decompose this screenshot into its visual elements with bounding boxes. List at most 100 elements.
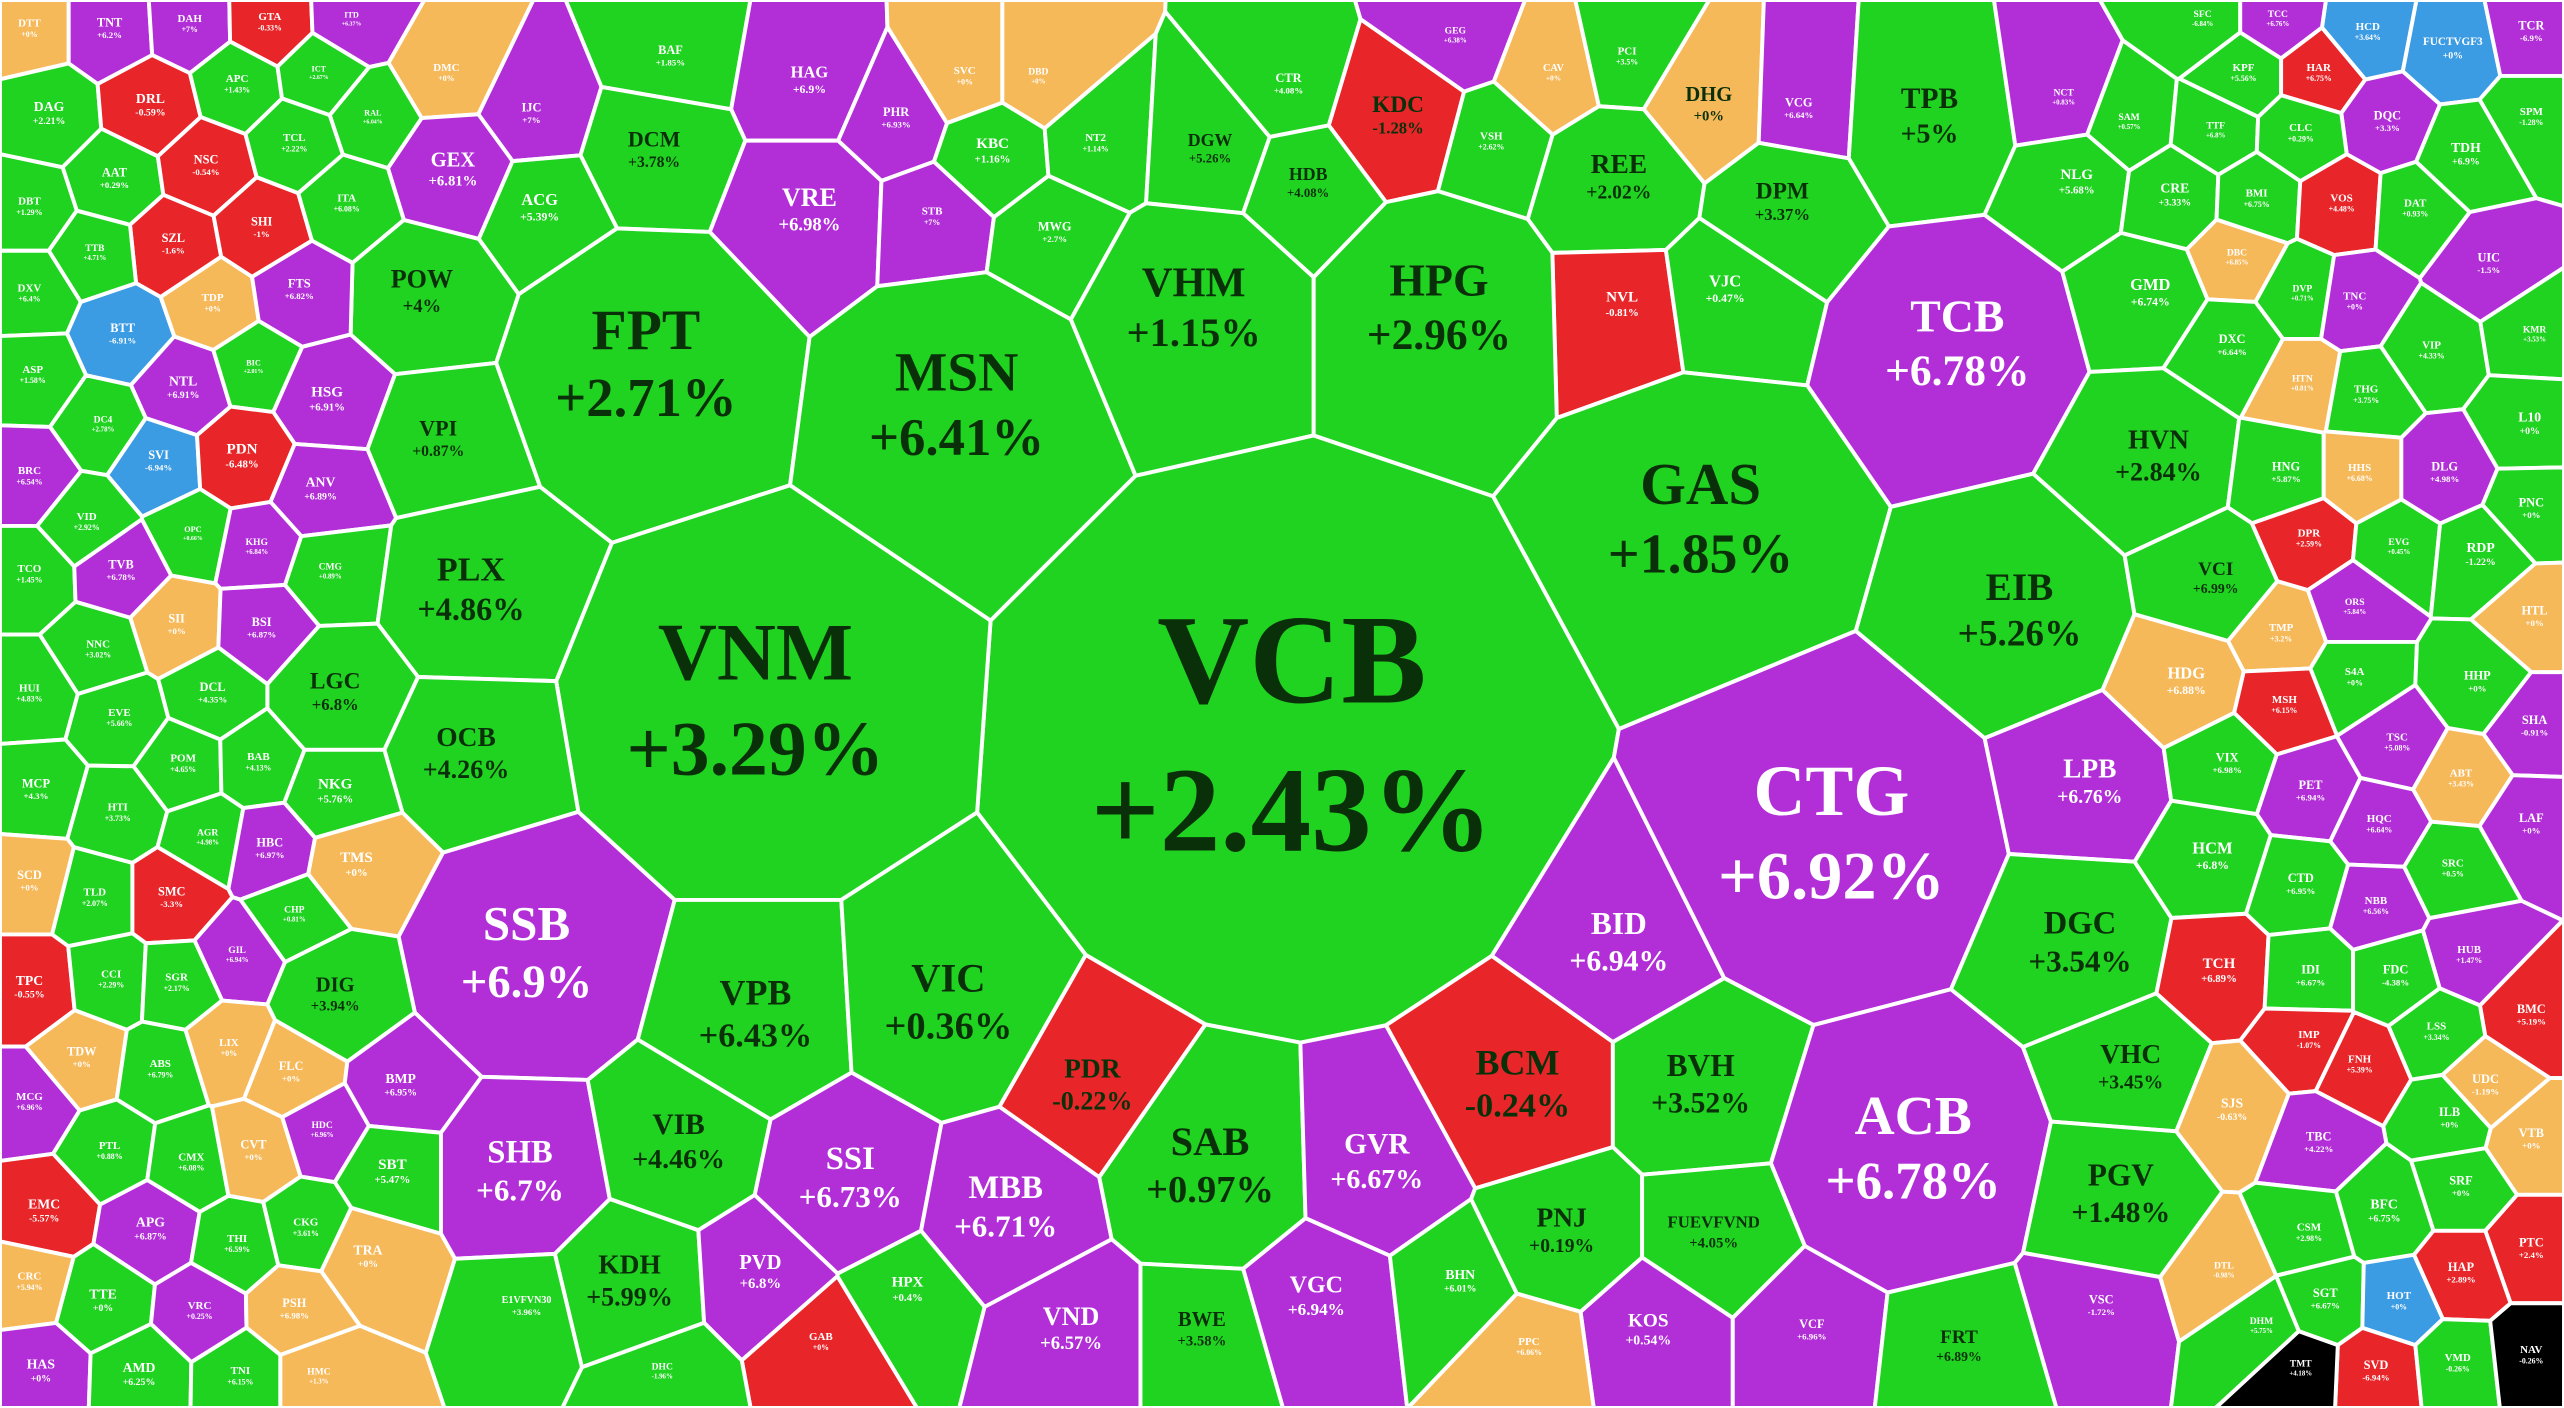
ticker: DHC: [652, 1362, 673, 1373]
change-label: +4.98%: [2430, 474, 2459, 484]
change-label: +7%: [924, 218, 940, 227]
cell: [2482, 0, 2564, 78]
change-label: -1%: [254, 229, 270, 239]
ticker: DGC: [2044, 906, 2117, 942]
ticker: SVI: [148, 448, 169, 462]
ticker: PVD: [739, 1252, 781, 1274]
change-label: +2.96%: [1367, 311, 1511, 359]
ticker: EIB: [1986, 566, 2054, 609]
change-label: +0%: [2522, 1141, 2540, 1151]
ticker: TVB: [108, 558, 133, 572]
ticker: CKG: [293, 1217, 318, 1229]
change-label: +0.25%: [186, 1312, 212, 1321]
ticker: HDG: [2167, 664, 2205, 683]
ticker: LAF: [2519, 811, 2544, 825]
ticker: VIB: [652, 1109, 704, 1141]
ticker: NT2: [1085, 132, 1106, 144]
ticker: FRT: [1940, 1327, 1978, 1348]
ticker: BID: [1591, 906, 1647, 941]
change-label: +1.16%: [975, 153, 1011, 165]
cell: [560, 1320, 753, 1408]
cell: [423, 1251, 584, 1408]
change-label: +3.73%: [105, 814, 131, 823]
ticker: PHR: [883, 105, 910, 119]
ticker: BFC: [2370, 1197, 2397, 1212]
change-label: +3.33%: [2159, 197, 2192, 208]
ticker: TCO: [18, 563, 42, 575]
change-label: -6.94%: [2362, 1373, 2389, 1383]
ticker: VID: [77, 511, 97, 523]
change-label: +2.7%: [1042, 234, 1067, 244]
change-label: +6.56%: [2363, 907, 2389, 916]
change-label: -6.9%: [2520, 33, 2543, 43]
ticker: TCC: [2268, 9, 2288, 20]
ticker: GEG: [1445, 26, 1467, 37]
ticker: SCD: [17, 868, 42, 882]
ticker: SHB: [487, 1134, 552, 1170]
change-label: +0.81%: [283, 916, 306, 923]
ticker: PGV: [2088, 1158, 2155, 1193]
change-label: +0%: [20, 883, 38, 893]
ticker: BVH: [1667, 1048, 1735, 1083]
change-label: +0%: [93, 1303, 113, 1314]
change-label: +6.98%: [280, 1310, 309, 1320]
change-label: +5.39%: [2347, 1066, 2373, 1075]
ticker: FUCTVGF3: [2423, 36, 2483, 48]
ticker: MCG: [16, 1091, 43, 1103]
change-label: +0%: [1694, 108, 1724, 124]
ticker: DRL: [136, 91, 165, 106]
ticker: CTD: [2288, 871, 2314, 885]
change-label: +2.92%: [74, 523, 100, 532]
change-label: +5.94%: [16, 1283, 42, 1292]
change-label: +0.47%: [1706, 292, 1745, 305]
ticker: SMC: [158, 884, 185, 898]
ticker: APC: [226, 73, 249, 85]
change-label: +0.54%: [1625, 1332, 1671, 1347]
change-label: +0.4%: [892, 1292, 922, 1304]
change-label: +0%: [1031, 78, 1045, 85]
ticker: RAL: [364, 109, 382, 118]
ticker: HDC: [311, 1120, 332, 1131]
change-label: +6.7%: [476, 1172, 564, 1207]
change-label: +6.87%: [247, 629, 276, 639]
change-label: +2.22%: [281, 144, 307, 153]
ticker: DCL: [200, 680, 226, 694]
change-label: +3.78%: [628, 154, 680, 171]
ticker: ICT: [312, 64, 327, 73]
change-label: +6.94%: [226, 957, 249, 964]
ticker: SRF: [2449, 1173, 2472, 1187]
ticker: TLD: [84, 887, 107, 899]
ticker: BAB: [247, 751, 270, 763]
change-label: +5.66%: [106, 719, 132, 728]
change-label: +6.93%: [881, 120, 910, 130]
ticker: VRE: [782, 183, 837, 212]
change-label: -5.57%: [29, 1213, 59, 1224]
ticker: SPM: [2520, 106, 2544, 118]
ticker: PET: [2299, 778, 2324, 792]
change-label: +3.53%: [2523, 336, 2546, 343]
ticker: HHS: [2348, 462, 2371, 474]
change-label: +6.94%: [1288, 1300, 1345, 1319]
change-label: +6.98%: [778, 214, 840, 235]
change-label: +0%: [358, 1259, 378, 1270]
change-label: +6.8%: [740, 1276, 781, 1292]
change-label: -1.72%: [2088, 1307, 2115, 1317]
ticker: SJS: [2221, 1095, 2244, 1110]
change-label: +6.96%: [1797, 1332, 1826, 1342]
change-label: +6.64%: [2366, 825, 2392, 834]
change-label: +2.62%: [1478, 143, 1504, 152]
ticker: CTG: [1753, 751, 1909, 831]
change-label: +0%: [2522, 825, 2540, 835]
ticker: FDC: [2383, 963, 2408, 977]
change-label: +6.06%: [1516, 1348, 1542, 1357]
ticker: NNC: [86, 638, 110, 650]
change-label: +5%: [1901, 118, 1959, 149]
ticker: GAS: [1640, 452, 1761, 517]
change-label: +2.17%: [164, 984, 190, 993]
ticker: MBB: [968, 1170, 1042, 1206]
change-label: +6.54%: [16, 478, 42, 487]
change-label: +3.96%: [512, 1307, 541, 1317]
change-label: +0%: [2520, 426, 2540, 437]
ticker: CSM: [2297, 1222, 2322, 1234]
change-label: +4.71%: [83, 255, 106, 262]
